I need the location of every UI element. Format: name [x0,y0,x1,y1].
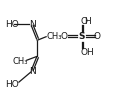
Text: O: O [93,32,101,41]
Text: CH₃: CH₃ [47,32,62,41]
Text: OH: OH [80,48,94,57]
Text: O: O [80,17,87,26]
Text: O: O [61,32,68,41]
Text: N: N [29,20,36,29]
Text: S: S [78,32,85,41]
Text: HO: HO [5,80,19,89]
Text: HO: HO [5,20,19,29]
Text: N: N [29,67,36,76]
Text: H: H [84,17,91,26]
Text: CH₃: CH₃ [12,57,28,66]
